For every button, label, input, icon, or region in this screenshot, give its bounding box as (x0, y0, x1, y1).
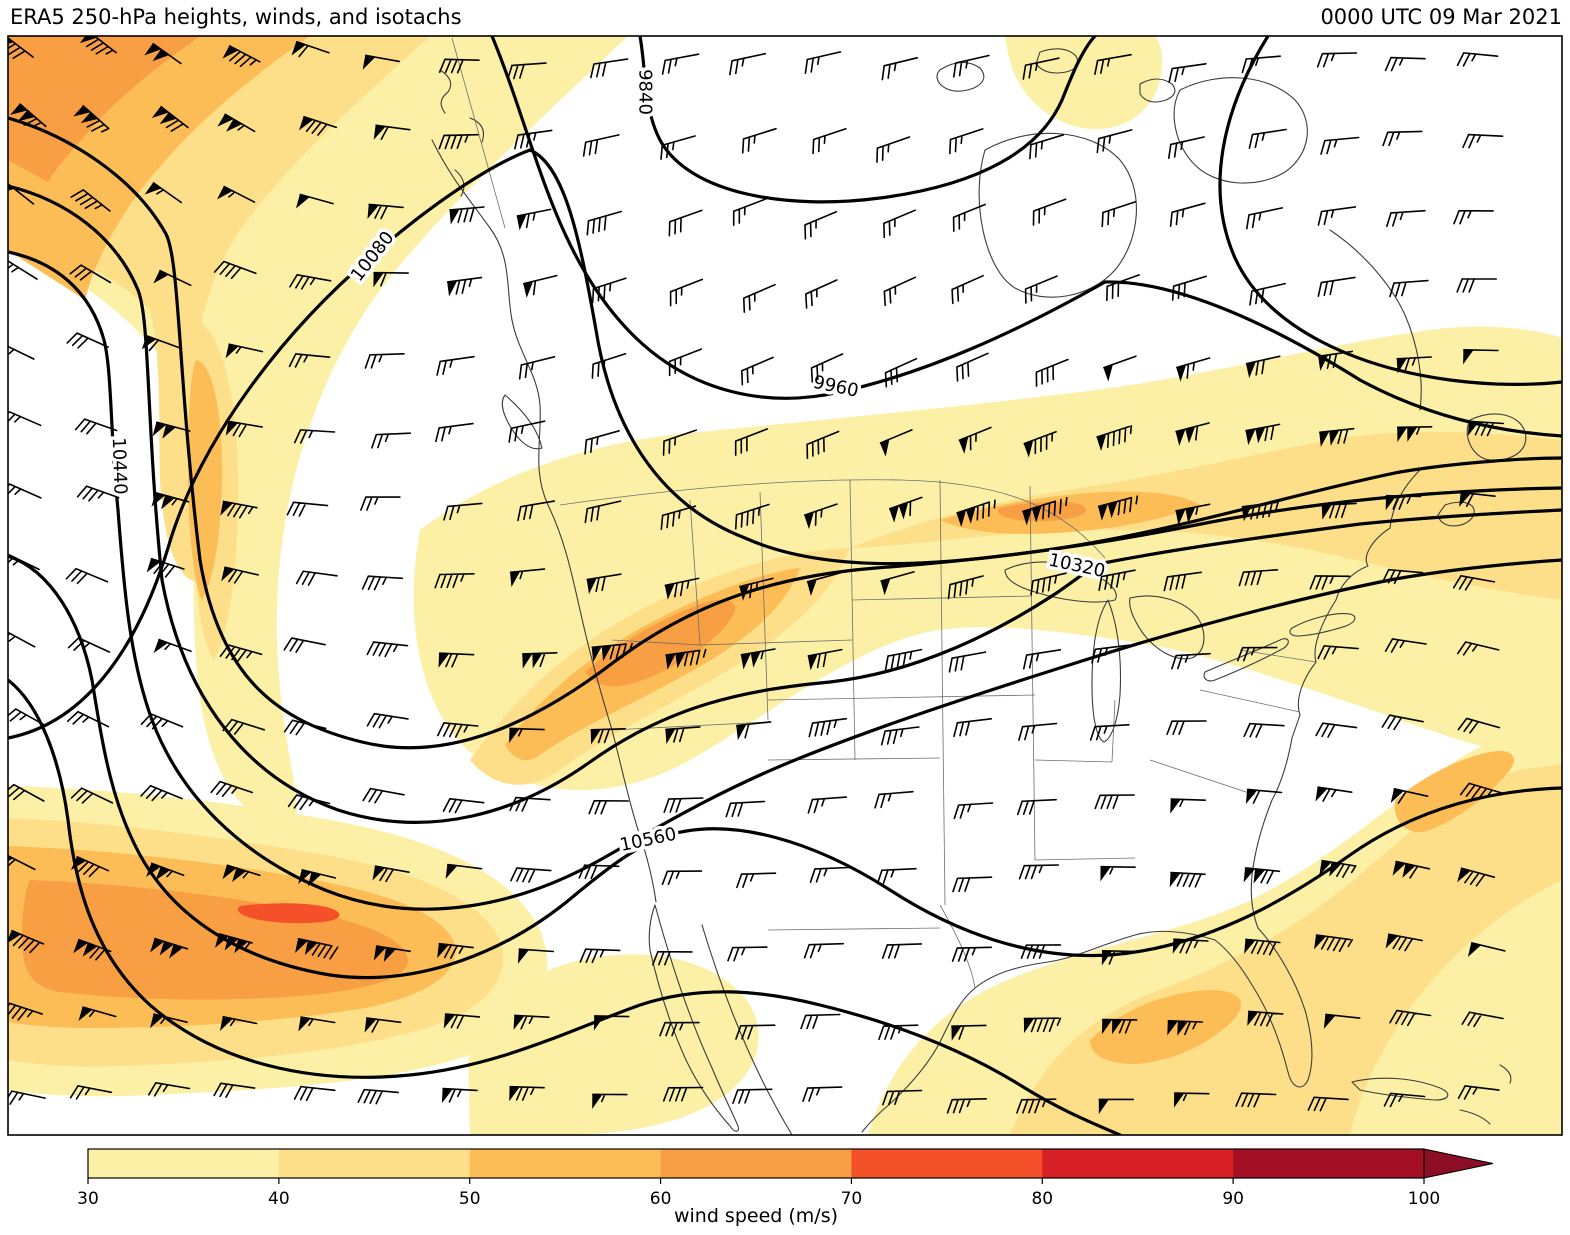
svg-text:50: 50 (459, 1189, 481, 1209)
svg-text:100: 100 (1408, 1189, 1440, 1209)
svg-text:70: 70 (841, 1189, 863, 1209)
figure-title: ERA5 250-hPa heights, winds, and isotach… (10, 5, 462, 29)
wind-barbs (8, 36, 1506, 1115)
svg-text:30: 30 (77, 1189, 99, 1209)
svg-text:10560: 10560 (618, 824, 678, 856)
svg-text:10440: 10440 (108, 437, 131, 495)
map-frame (7, 35, 1563, 1136)
colorbar: 30 40 50 60 70 80 90 100 wind speed (m/s) (77, 1148, 1494, 1227)
svg-text:90: 90 (1222, 1189, 1244, 1209)
svg-text:80: 80 (1031, 1189, 1053, 1209)
state-borders (451, 37, 1317, 989)
svg-text:40: 40 (268, 1189, 290, 1209)
svg-text:60: 60 (650, 1189, 672, 1209)
coastlines (431, 48, 1527, 1135)
svg-text:9840: 9840 (635, 69, 656, 115)
colorbar-label: wind speed (m/s) (674, 1205, 838, 1227)
figure-timestamp: 0000 UTC 09 Mar 2021 (1320, 5, 1562, 29)
height-contours (8, 36, 1562, 1135)
